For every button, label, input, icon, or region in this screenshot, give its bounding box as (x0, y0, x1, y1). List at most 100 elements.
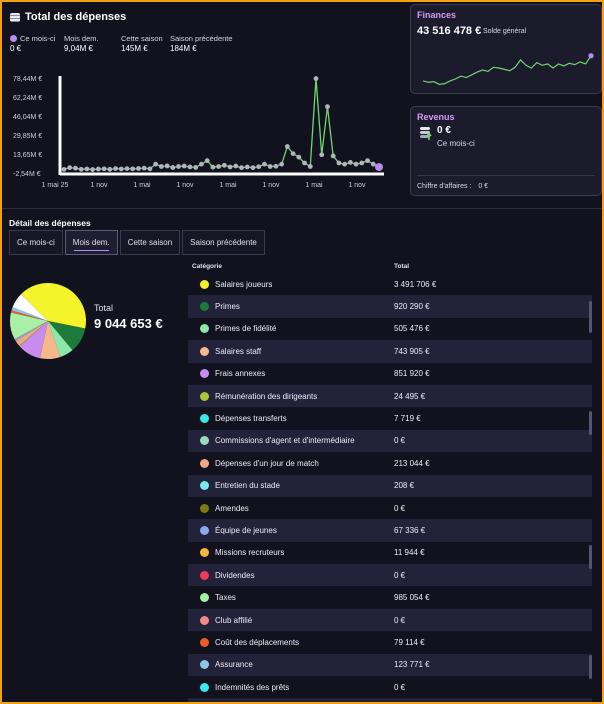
pie-slice[interactable] (48, 321, 73, 357)
data-point[interactable] (164, 163, 170, 169)
data-point[interactable] (250, 165, 256, 171)
data-point[interactable] (262, 161, 267, 167)
data-point[interactable] (170, 165, 176, 170)
data-point[interactable] (113, 166, 118, 172)
data-point[interactable] (78, 166, 84, 172)
data-point[interactable] (204, 158, 210, 164)
data-point[interactable] (330, 153, 336, 159)
pie-slice[interactable] (39, 321, 61, 359)
legend-this-season[interactable]: Cette saison 145M € (121, 34, 163, 54)
data-point[interactable] (284, 144, 290, 149)
data-point[interactable] (176, 164, 181, 169)
data-point[interactable] (67, 165, 73, 171)
table-row[interactable]: Commissions d'agent et d'intermédiaire 0 … (188, 429, 592, 453)
data-point[interactable] (307, 164, 313, 169)
tab-last-month[interactable]: Mois dem. (64, 230, 118, 255)
table-row[interactable]: Dépenses transferts 7 719 € (188, 407, 592, 429)
legend-prev-season[interactable]: Saison précédente 184M € (170, 34, 233, 54)
expense-pie-chart[interactable] (8, 281, 88, 361)
pie-slice[interactable] (11, 307, 49, 321)
table-row[interactable]: Dépenses d'un jour de match 213 044 € (188, 452, 592, 474)
data-point[interactable] (193, 165, 199, 170)
data-point[interactable] (130, 166, 136, 172)
table-row[interactable]: Indemnités des prêts 0 € (188, 676, 592, 698)
pie-slice[interactable] (19, 321, 48, 347)
data-point[interactable] (147, 166, 153, 172)
pie-slice[interactable] (21, 283, 87, 329)
table-row[interactable]: Salaires staff 743 905 € (188, 340, 592, 363)
legend-this-month[interactable]: Ce mois-ci 0 € (10, 34, 55, 54)
data-point[interactable] (375, 163, 383, 172)
table-row[interactable]: Primes 920 290 € (188, 295, 592, 318)
scrollbar-thumb[interactable] (589, 655, 592, 679)
data-point[interactable] (199, 161, 204, 167)
table-row[interactable]: Frais annexes 851 920 € (188, 363, 592, 385)
data-point[interactable] (267, 164, 273, 169)
tab-previous-season[interactable]: Saison précédente (182, 230, 265, 255)
pie-slice[interactable] (10, 310, 48, 321)
pie-slice[interactable] (15, 321, 48, 346)
data-point[interactable] (124, 166, 130, 172)
table-row[interactable]: Dividendes 0 € (188, 564, 592, 587)
data-point[interactable] (187, 164, 193, 170)
data-point[interactable] (216, 164, 222, 169)
pie-slice[interactable] (15, 321, 48, 341)
data-point[interactable] (359, 160, 365, 166)
table-row[interactable]: Coût des déplacements 79 114 € (188, 631, 592, 653)
data-point[interactable] (273, 163, 279, 169)
data-point[interactable] (101, 166, 107, 172)
data-point[interactable] (227, 164, 233, 170)
tab-this-month[interactable]: Ce mois-ci (9, 230, 63, 255)
data-point[interactable] (296, 154, 302, 160)
data-point[interactable] (365, 158, 370, 164)
pie-slice[interactable] (48, 321, 86, 351)
data-point[interactable] (239, 165, 244, 171)
data-point[interactable] (141, 165, 147, 171)
tab-this-season[interactable]: Cette saison (119, 230, 181, 255)
table-row[interactable]: Salaires joueurs 3 491 706 € (188, 273, 592, 295)
table-row[interactable]: Assurance 123 771 € (188, 653, 592, 677)
data-point[interactable] (347, 159, 353, 165)
pie-slice[interactable] (10, 312, 48, 340)
pie-slice[interactable] (12, 294, 48, 321)
scrollbar-thumb[interactable] (589, 301, 592, 333)
table-row[interactable]: Taxes 985 054 € (188, 586, 592, 608)
data-point[interactable] (370, 161, 376, 167)
data-point[interactable] (107, 166, 113, 172)
table-row[interactable]: Autres564 090 € (188, 698, 592, 702)
table-row[interactable]: Missions recruteurs 11 944 € (188, 542, 592, 564)
table-row[interactable]: Rémunération des dirigeants 24 495 € (188, 384, 592, 408)
data-point[interactable] (118, 166, 124, 172)
scrollbar-thumb[interactable] (589, 545, 592, 569)
data-point[interactable] (210, 164, 216, 170)
data-point[interactable] (319, 152, 325, 158)
data-point[interactable] (302, 160, 307, 166)
data-point[interactable] (61, 167, 67, 172)
legend-last-month[interactable]: Mois dem. 9,04M € (64, 34, 99, 54)
data-point[interactable] (221, 162, 227, 168)
data-point[interactable] (325, 104, 330, 110)
data-point[interactable] (342, 161, 348, 167)
data-point[interactable] (136, 166, 141, 171)
table-row[interactable]: Primes de fidélité 505 476 € (188, 318, 592, 340)
data-point[interactable] (73, 165, 78, 171)
data-point[interactable] (256, 164, 262, 170)
pie-slice[interactable] (14, 321, 48, 340)
revenue-card[interactable]: Revenus 0 € Ce mois-ci Chiffre d'affaire… (410, 106, 602, 196)
header-category[interactable]: Catégorie (192, 263, 222, 270)
pie-slice[interactable] (19, 321, 48, 359)
data-point[interactable] (158, 164, 164, 169)
table-row[interactable]: Équipe de jeunes 67 336 € (188, 519, 592, 542)
expenses-line-chart[interactable]: 78,44M € 62,24M € 46,04M € 29,85M € 13,65M €… (2, 64, 406, 194)
pie-slice[interactable] (14, 321, 49, 341)
data-point[interactable] (244, 164, 250, 170)
data-point[interactable] (313, 76, 319, 81)
scrollbar-thumb[interactable] (589, 411, 592, 435)
pie-slice[interactable] (19, 321, 48, 346)
finances-card[interactable]: Finances 43 516 478 € Solde général (410, 4, 602, 94)
data-point[interactable] (84, 166, 90, 172)
data-point[interactable] (181, 163, 187, 169)
table-row[interactable]: Club affilié 0 € (188, 608, 592, 632)
data-point[interactable] (353, 161, 359, 167)
data-point[interactable] (279, 161, 285, 167)
